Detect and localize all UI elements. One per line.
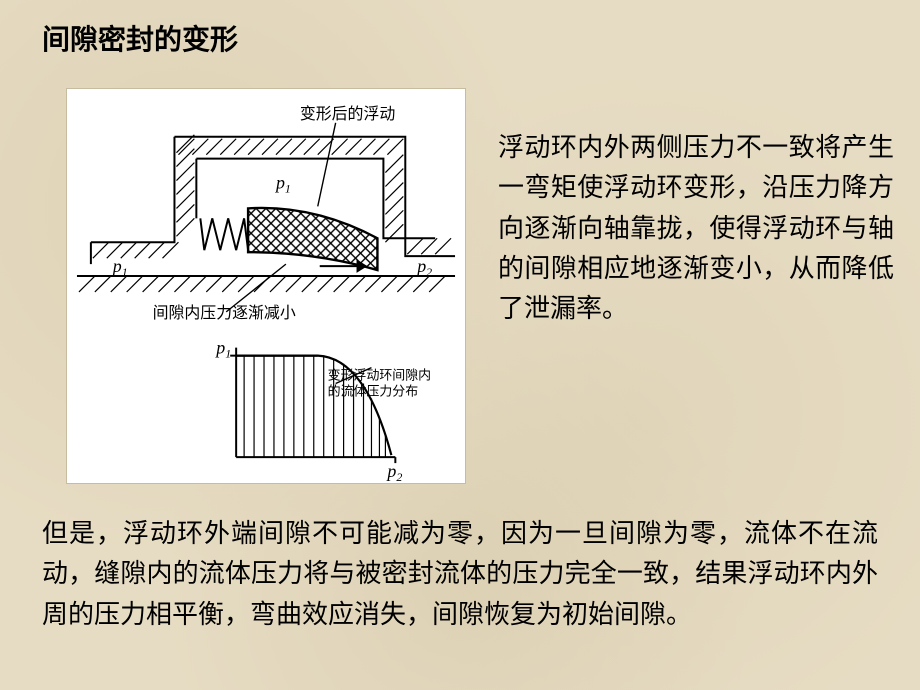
figure-container: p1 p1 p2 变形后的浮动 间隙内压力逐渐减小 bbox=[66, 88, 466, 484]
annotation-mid: 间隙内压力逐渐减小 bbox=[153, 304, 296, 322]
label-p1-top: p1 bbox=[274, 172, 291, 195]
graph-label-p2: p2 bbox=[385, 461, 402, 483]
paragraph-right: 浮动环内外两侧压力不一致将产生一弯矩使浮动环变形，沿压力降方向逐渐向轴靠拢，使得… bbox=[498, 128, 894, 329]
paragraph-bottom: 但是，浮动环外端间隙不可能减为零，因为一旦间隙为零，流体不在流动，缝隙内的流体压… bbox=[42, 514, 878, 635]
annotation-bottom-line1: 变形浮动环间隙内 bbox=[328, 368, 431, 383]
graph-label-p1: p1 bbox=[214, 338, 231, 361]
annotation-top: 变形后的浮动 bbox=[300, 105, 396, 123]
label-p2-right: p2 bbox=[415, 256, 432, 279]
page-title: 间隙密封的变形 bbox=[42, 18, 238, 58]
seal-deformation-figure: p1 p1 p2 变形后的浮动 间隙内压力逐渐减小 bbox=[67, 89, 465, 483]
annotation-bottom-line2: 的流体压力分布 bbox=[328, 383, 419, 398]
label-p1-left: p1 bbox=[111, 256, 128, 279]
